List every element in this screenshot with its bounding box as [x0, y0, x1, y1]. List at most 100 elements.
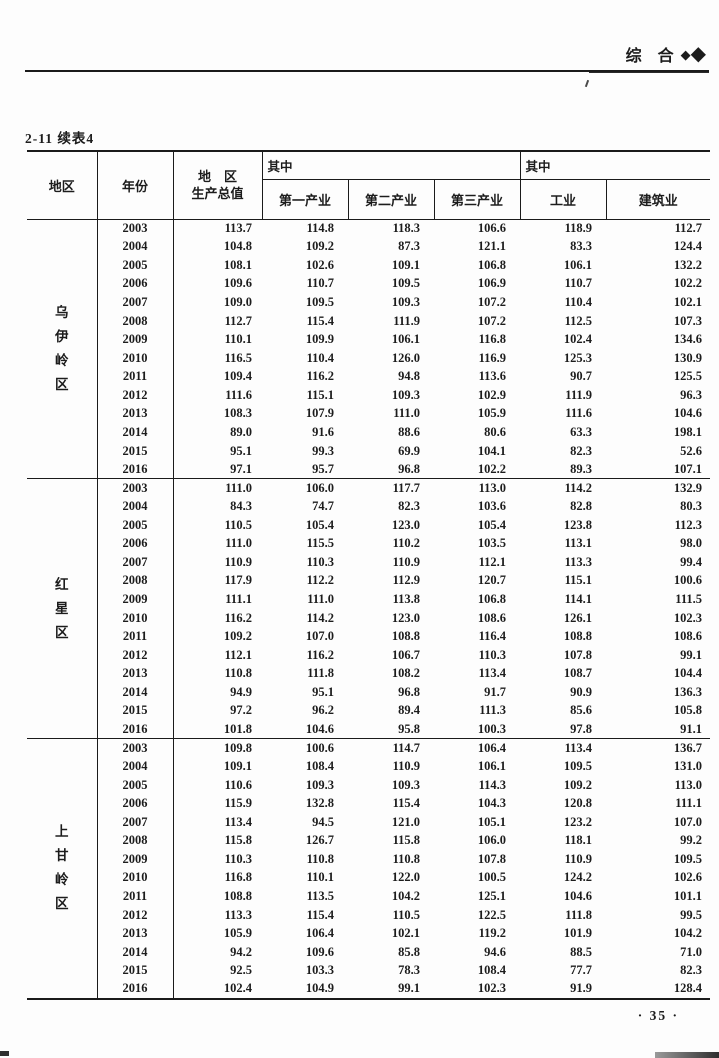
value-cell: 109.5 [563, 759, 593, 774]
value-cell: 108.6 [673, 629, 703, 644]
value-cell: 109.9 [305, 332, 334, 347]
value-cell: 108.8 [391, 629, 420, 644]
value-cell: 125.1 [477, 889, 507, 904]
table-row: 2014 89.0 91.6 88.6 80.6 63.3 198.1 [27, 423, 710, 442]
value-cell: 97.2 [230, 703, 252, 718]
value-cell: 113.0 [674, 777, 703, 792]
value-cell: 94.2 [230, 944, 252, 959]
table-row: 2006 115.9 132.8 115.4 104.3 120.8 111.1 [27, 794, 710, 813]
value-cell: 99.1 [680, 647, 703, 662]
value-cell: 113.1 [564, 536, 593, 551]
value-cell: 106.1 [477, 759, 507, 774]
value-cell: 108.7 [563, 666, 593, 681]
table-row: 2015 97.2 96.2 89.4 111.3 85.6 105.8 [27, 701, 710, 721]
value-cell: 111.1 [225, 592, 252, 607]
table-row: 2012 112.1 116.2 106.7 110.3 107.8 99.1 [27, 645, 710, 665]
value-cell: 115.1 [564, 573, 593, 588]
table-row: 2007 110.9 110.3 110.9 112.1 113.3 99.4 [27, 553, 710, 572]
value-cell: 108.2 [391, 666, 420, 681]
value-cell: 102.4 [223, 981, 252, 996]
value-cell: 112.1 [478, 554, 507, 569]
value-cell: 101.9 [563, 926, 593, 941]
value-cell: 106.4 [305, 926, 334, 941]
value-cell: 113.4 [224, 814, 252, 829]
header-group-row: 地区 年份 地 区 生产总值 其中 其中 [27, 151, 711, 220]
value-cell: 110.2 [392, 536, 420, 551]
year-cell: 2016 [96, 980, 174, 999]
year-cell: 2006 [96, 534, 174, 554]
value-cell: 109.5 [391, 276, 420, 291]
value-cell: 198.1 [673, 424, 703, 439]
value-cell: 110.9 [564, 851, 593, 866]
value-cell: 94.9 [230, 684, 252, 699]
value-cell: 136.3 [673, 684, 703, 699]
value-cell: 108.1 [223, 257, 252, 272]
year-cell: 2003 [96, 738, 174, 758]
value-cell: 110.5 [224, 517, 252, 532]
value-cell: 107.8 [477, 851, 507, 866]
value-cell: 105.8 [673, 703, 703, 718]
value-cell: 85.6 [570, 703, 593, 718]
value-cell: 106.0 [477, 833, 507, 848]
value-cell: 94.5 [312, 814, 334, 829]
table-row: 2009 110.3 110.8 110.8 107.8 110.9 109.5 [27, 850, 710, 869]
table-row: 2016 102.4 104.9 99.1 102.3 91.9 128.4 [27, 980, 710, 999]
table-row: 乌 伊 岭 区 2003 113.7 114.8 118.3 106.6 118.9 112.… [27, 219, 710, 479]
value-cell: 122.0 [391, 870, 420, 885]
value-cell: 95.1 [312, 684, 334, 699]
value-cell: 124.4 [673, 239, 703, 254]
value-cell: 106.8 [477, 257, 507, 272]
value-cell: 123.0 [391, 517, 420, 532]
table-row: 2008 112.7 115.4 111.9 107.2 112.5 107.3 [27, 311, 710, 331]
value-cell: 110.7 [306, 276, 334, 291]
year-cell: 2013 [96, 664, 174, 684]
value-cell: 110.9 [224, 554, 252, 569]
table-row: 2013 105.9 106.4 102.1 119.2 101.9 104.2 [27, 924, 710, 943]
value-cell: 116.2 [306, 647, 334, 662]
col-header-gdp-line2: 生产总值 [191, 186, 244, 202]
col-header-region: 地区 [27, 151, 97, 220]
value-cell: 111.6 [565, 406, 593, 421]
year-cell: 2015 [96, 701, 174, 721]
value-cell: 107.1 [673, 461, 703, 476]
table-row: 2010 116.2 114.2 123.0 108.6 126.1 102.3 [27, 608, 710, 628]
value-cell: 109.2 [563, 777, 593, 792]
value-cell: 113.4 [520, 738, 607, 758]
value-cell: 97.1 [230, 461, 252, 476]
header-rule [25, 70, 709, 73]
col-header-industry: 工业 [519, 179, 607, 220]
table-row: 2004 84.3 74.7 82.3 103.6 82.8 80.3 [27, 497, 710, 516]
year-cell: 2016 [96, 720, 174, 739]
value-cell: 100.6 [673, 573, 703, 588]
value-cell: 99.4 [680, 554, 703, 569]
value-cell: 110.5 [392, 907, 420, 922]
value-cell: 106.4 [434, 738, 521, 758]
value-cell: 123.0 [391, 610, 420, 625]
year-cell: 2009 [96, 330, 174, 349]
value-cell: 114.7 [348, 738, 434, 758]
value-cell: 111.9 [393, 313, 420, 328]
value-cell: 114.2 [306, 610, 334, 625]
value-cell: 125.3 [563, 350, 593, 365]
value-cell: 120.7 [477, 573, 507, 588]
year-cell: 2004 [96, 757, 174, 776]
value-cell: 117.7 [348, 478, 434, 498]
value-cell: 109.6 [305, 944, 334, 959]
value-cell: 109.3 [391, 387, 420, 402]
region-label: 红 星 区 [27, 478, 98, 739]
table-body: 乌 伊 岭 区 2003 113.7 114.8 118.3 106.6 118.9 112.… [27, 219, 711, 999]
year-cell: 2010 [96, 608, 174, 628]
region-label: 上 甘 岭 区 [27, 738, 98, 999]
value-cell: 107.0 [673, 814, 703, 829]
value-cell: 91.1 [680, 721, 703, 736]
value-cell: 108.8 [223, 889, 252, 904]
value-cell: 116.8 [224, 870, 252, 885]
value-cell: 82.8 [570, 499, 593, 514]
value-cell: 102.1 [391, 926, 420, 941]
value-cell: 109.3 [391, 777, 420, 792]
value-cell: 113.3 [224, 907, 252, 922]
table-row: 2013 110.8 111.8 108.2 113.4 108.7 104.4 [27, 664, 710, 684]
value-cell: 114.2 [520, 478, 607, 498]
value-cell: 109.3 [391, 295, 420, 310]
value-cell: 111.9 [565, 387, 593, 402]
